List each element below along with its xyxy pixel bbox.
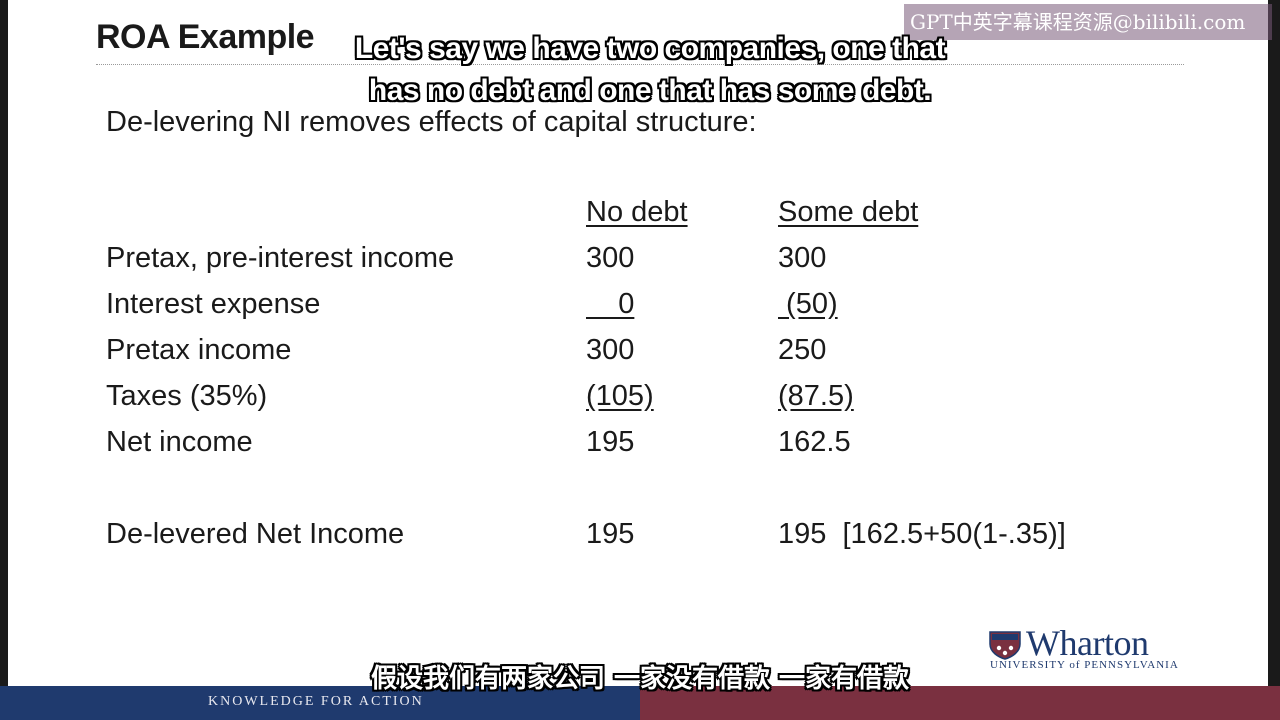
chinese-subtitle: 假设我们有两家公司 一家没有借款 一家有借款 [370,664,910,694]
cell-no-debt-interest-expense: 0 [586,288,635,320]
footer-band: KNOWLEDGE FOR ACTION [0,686,1280,720]
title-divider [96,64,1184,65]
right-edge-bar [1268,0,1280,720]
english-subtitle: Let's say we have two companies, one tha… [240,28,1060,112]
row-label-interest-expense: Interest expense [106,288,321,320]
cell-some-debt-net-income: 162.5 [778,426,851,458]
cell-some-debt-pretax-pre-interest: 300 [778,242,827,274]
column-header-no-debt: No debt [586,196,688,228]
cell-no-debt-pretax-income: 300 [586,334,635,366]
slide-intro: De-levering NI removes effects of capita… [106,106,757,138]
footer-maroon-band [640,686,1280,720]
cell-no-debt-taxes: (105) [586,380,654,412]
row-label-taxes: Taxes (35%) [106,380,268,412]
left-edge-bar [0,0,8,720]
english-subtitle-line-2: has no debt and one that has some debt. [368,74,932,107]
logo-subtitle: UNIVERSITY of PENNSYLVANIA [990,659,1179,671]
wharton-logo: Wharton UNIVERSITY of PENNSYLVANIA [988,623,1193,672]
cell-some-debt-delevered-net-income: 195 [162.5+50(1-.35)] [778,518,1066,550]
logo-wordmark: Wharton [1026,623,1149,663]
english-subtitle-line-1: Let's say we have two companies, one tha… [354,32,946,65]
column-header-some-debt: Some debt [778,196,919,228]
slide-title: ROA Example [96,18,315,56]
cell-no-debt-pretax-pre-interest: 300 [586,242,635,274]
cell-some-debt-pretax-income: 250 [778,334,827,366]
cell-some-debt-taxes: (87.5) [778,380,854,412]
row-label-net-income: Net income [106,426,253,458]
row-label-delevered-net-income: De-levered Net Income [106,518,405,550]
row-label-pretax-income: Pretax income [106,334,292,366]
video-watermark: GPT中英字幕课程资源@bilibili.com [904,4,1272,40]
footer-tagline: KNOWLEDGE FOR ACTION [208,694,424,709]
cell-no-debt-delevered-net-income: 195 [586,518,635,550]
cell-some-debt-interest-expense: (50) [778,288,838,320]
cell-no-debt-net-income: 195 [586,426,635,458]
shield-icon [989,631,1021,660]
row-label-pretax-pre-interest: Pretax, pre-interest income [106,242,455,274]
footer-navy-band [0,686,640,720]
